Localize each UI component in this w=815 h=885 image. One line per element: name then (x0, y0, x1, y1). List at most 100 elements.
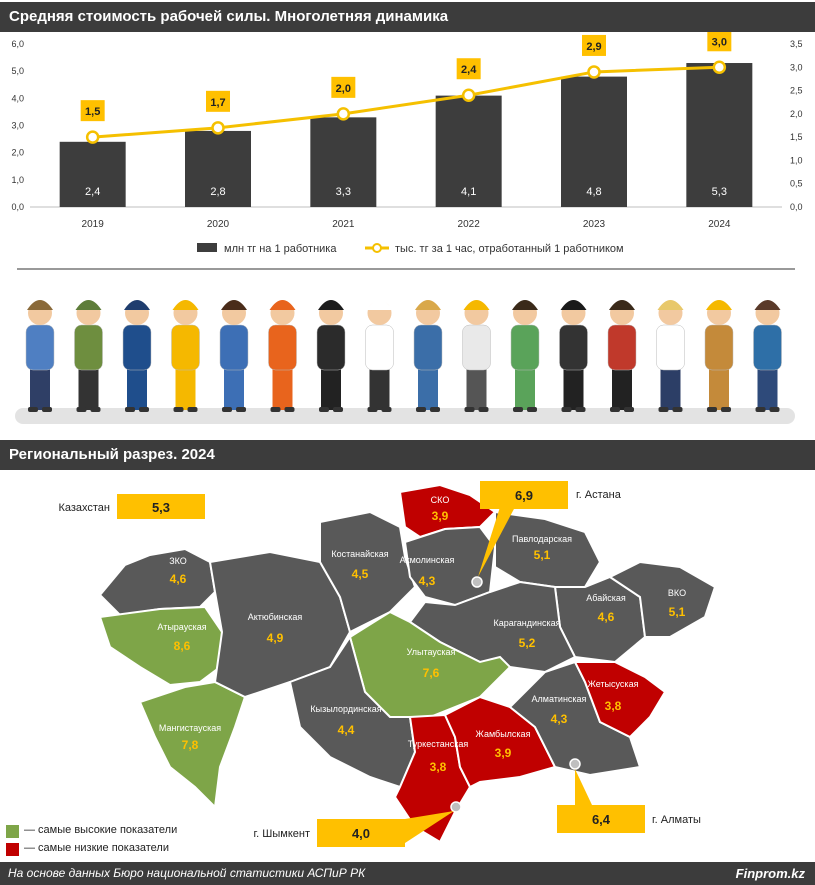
worker-shoe (478, 407, 489, 412)
region-value-kostanay: 4,5 (352, 567, 369, 581)
worker-hat (318, 300, 344, 310)
worker-shoe (270, 407, 281, 412)
footer-brand: Finprom.kz (735, 866, 805, 881)
region-label-almaty: Алматинская (532, 694, 587, 704)
y-right-tick-label: 0,0 (790, 202, 803, 212)
line-point (587, 65, 601, 79)
line-point (712, 60, 727, 75)
line-point (211, 121, 225, 135)
worker-shoe (755, 407, 766, 412)
worker-shoe (222, 407, 232, 412)
worker-torso (171, 324, 200, 371)
worker-legs (127, 365, 147, 410)
regional-map: Казахстан 5,3 (58, 481, 717, 847)
worker-shoe (236, 407, 246, 412)
x-tick-label: 2019 (82, 219, 105, 230)
y-right-tick-label: 1,5 (790, 132, 803, 142)
worker-hat (172, 300, 199, 310)
region-label-abai: Абайская (586, 593, 626, 603)
worker-shoe (575, 407, 586, 412)
region-label-turkestan: Туркестанская (408, 739, 469, 749)
x-tick-label: 2021 (332, 219, 355, 230)
worker-shoe (381, 407, 392, 412)
worker-legs (369, 365, 390, 410)
footer-source: На основе данных Бюро национальной стати… (8, 866, 366, 880)
worker-shoe (367, 407, 378, 412)
line-value-label: 2,4 (461, 64, 477, 76)
city-almaty-name: г. Алматы (652, 814, 701, 826)
worker-torso (462, 324, 491, 371)
bar-value-label: 5,3 (712, 186, 727, 198)
bar (59, 141, 126, 207)
worker-hat (463, 300, 490, 310)
region-value-zhetysu: 3,8 (605, 699, 622, 713)
worker-torso (753, 324, 782, 371)
footer: На основе данных Бюро национальной стати… (0, 862, 815, 885)
worker-torso (656, 324, 685, 371)
x-tick-label: 2020 (207, 219, 230, 230)
worker-shoe (658, 407, 669, 412)
legend-line-label: тыс. тг за 1 час, отработанный 1 работни… (395, 243, 624, 255)
region-value-aktobe: 4,9 (267, 631, 284, 645)
worker-legs (224, 365, 244, 410)
worker-shoe (42, 407, 52, 412)
worker-shoe (416, 407, 426, 412)
line-label-box (456, 58, 481, 80)
worker-shoe (125, 407, 135, 412)
region-value-zko: 4,6 (170, 572, 187, 586)
worker-legs (660, 365, 681, 410)
y-right-tick-label: 1,0 (790, 155, 803, 165)
worker-shoe (76, 407, 87, 412)
worker-hat (512, 300, 538, 310)
worker-shoe (464, 407, 475, 412)
city-shymkent-name: г. Шымкент (254, 828, 311, 840)
region-value-mangistau: 7,8 (182, 738, 199, 752)
y-right-tick-label: 2,5 (790, 86, 803, 96)
worker-torso (268, 324, 297, 371)
worker-torso (559, 324, 588, 371)
region-value-turkestan: 3,8 (430, 760, 447, 774)
worker-shoe (561, 407, 572, 412)
worker-torso (704, 324, 734, 371)
worker-torso (25, 324, 55, 371)
kazakhstan-label: Казахстан (58, 502, 110, 514)
worker-shoe (284, 407, 295, 412)
bar-value-label: 3,3 (336, 186, 351, 198)
worker-legs (418, 365, 438, 410)
worker-torso (316, 324, 346, 371)
bar (561, 76, 627, 207)
kazakhstan-value: 5,3 (152, 500, 170, 515)
x-tick-label: 2023 (583, 219, 606, 230)
region-label-kyzylorda: Кызылординская (310, 704, 381, 714)
region-mangistau (138, 680, 247, 810)
worker-hat (75, 300, 102, 310)
region-labels: СКО 3,9 Костанайская 4,5 Акмолинская 4,3… (157, 495, 686, 774)
region-value-zhambyl: 3,9 (495, 746, 512, 760)
worker-shoe (333, 407, 343, 412)
worker-torso (219, 324, 249, 371)
worker-torso (607, 324, 637, 371)
region-label-aktobe: Актюбинская (248, 612, 303, 622)
worker-torso (122, 324, 152, 371)
worker-hat (124, 300, 150, 310)
line-point (336, 107, 351, 121)
region-label-karaganda: Карагандинская (493, 618, 560, 628)
region-atyrau (98, 605, 224, 687)
region-label-akmola: Акмолинская (400, 555, 455, 565)
worker-legs (709, 365, 729, 410)
worker-legs (515, 365, 535, 410)
worker-torso (365, 324, 394, 371)
y-left-tick-label: 1,0 (11, 175, 24, 185)
bar (310, 117, 377, 207)
worker-legs (272, 365, 293, 410)
region-label-vko: ВКО (668, 588, 686, 598)
region-label-pavlodar: Павлодарская (512, 534, 572, 544)
worker-legs (612, 365, 632, 410)
worker-hat (221, 300, 247, 310)
region-value-almaty: 4,3 (551, 712, 568, 726)
worker-shoe (319, 407, 329, 412)
worker-hat (657, 300, 684, 310)
city-astana-name: г. Астана (576, 489, 622, 501)
map-section-title: Региональный разрез. 2024 (0, 440, 815, 470)
legend-low-swatch (6, 843, 19, 856)
